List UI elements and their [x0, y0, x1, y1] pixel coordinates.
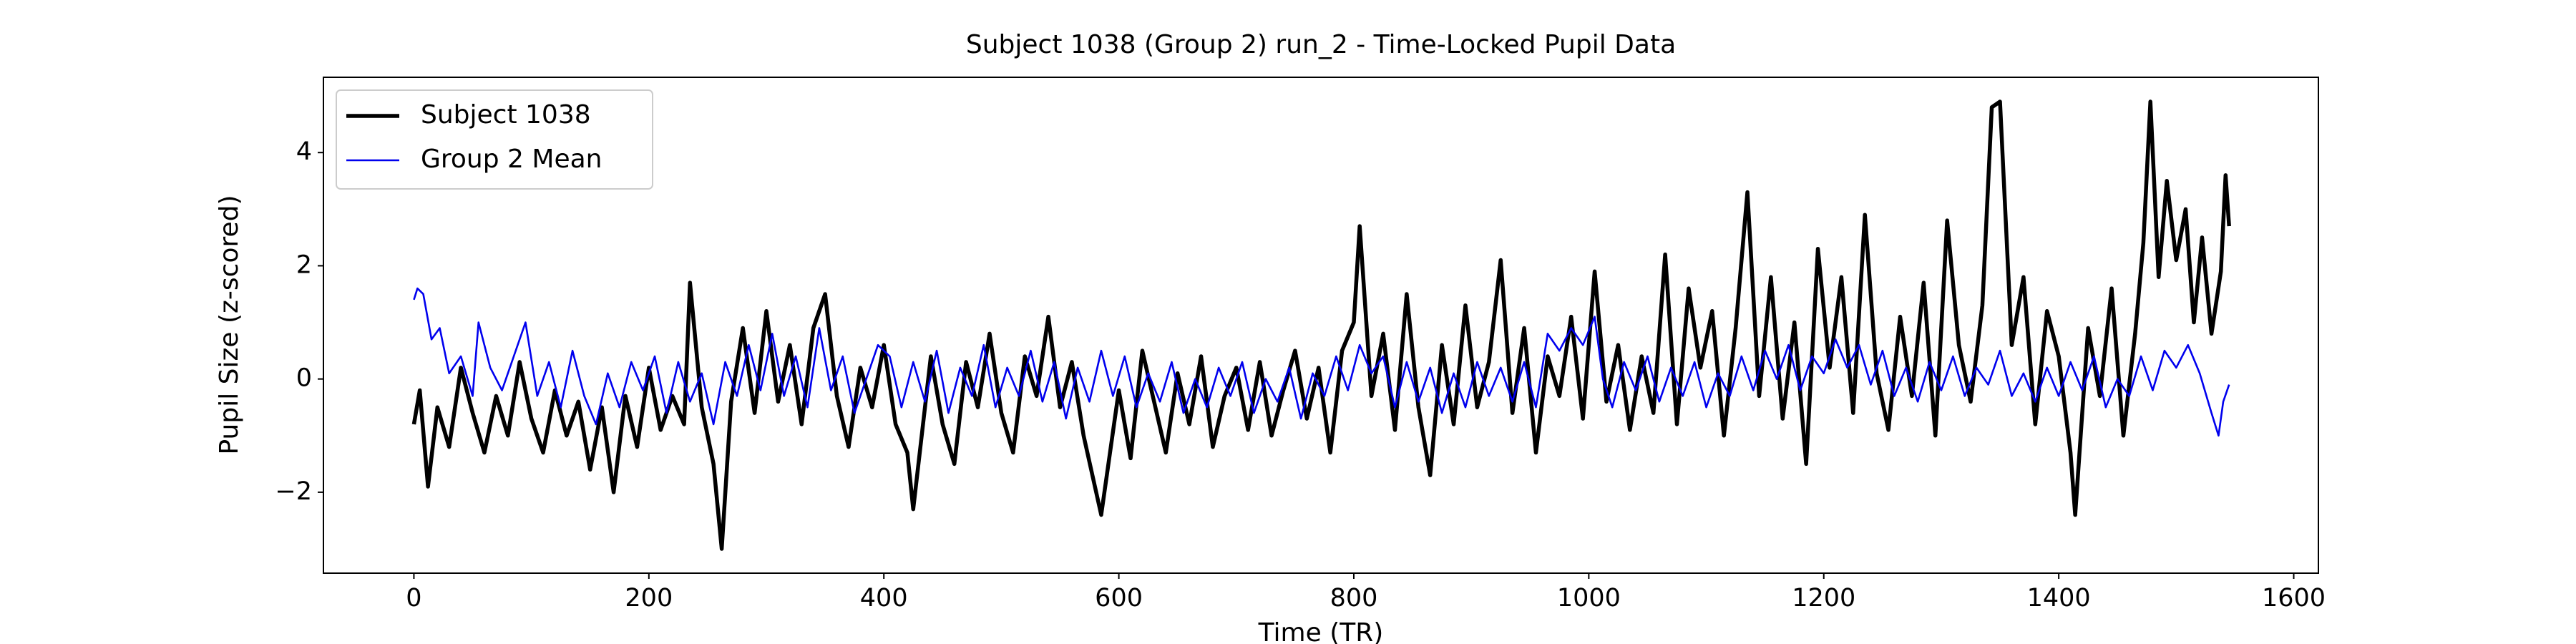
x-tick-label: 0 — [406, 584, 421, 613]
x-tick-label: 400 — [860, 584, 908, 613]
x-tick-label: 1200 — [1792, 584, 1855, 613]
legend-box — [336, 89, 653, 190]
x-tick-label: 1000 — [1557, 584, 1621, 613]
x-tick-label: 1400 — [2027, 584, 2091, 613]
y-tick-label: 0 — [296, 364, 312, 393]
chart-title: Subject 1038 (Group 2) run_2 - Time-Lock… — [966, 30, 1676, 59]
legend-label: Group 2 Mean — [421, 145, 602, 174]
y-tick-label: −2 — [275, 477, 312, 506]
legend-label: Subject 1038 — [421, 100, 591, 130]
series-line — [411, 99, 2231, 551]
y-tick-label: 4 — [296, 137, 312, 166]
x-tick-label: 800 — [1330, 584, 1378, 613]
plot-frame — [323, 77, 2319, 574]
x-tick-label: 1600 — [2262, 584, 2326, 613]
series-line — [413, 287, 2230, 437]
x-axis-label: Time (TR) — [1258, 618, 1384, 644]
x-tick-label: 600 — [1095, 584, 1143, 613]
x-tick-label: 200 — [625, 584, 673, 613]
y-tick-label: 2 — [296, 250, 312, 279]
y-axis-label: Pupil Size (z-scored) — [215, 195, 244, 454]
